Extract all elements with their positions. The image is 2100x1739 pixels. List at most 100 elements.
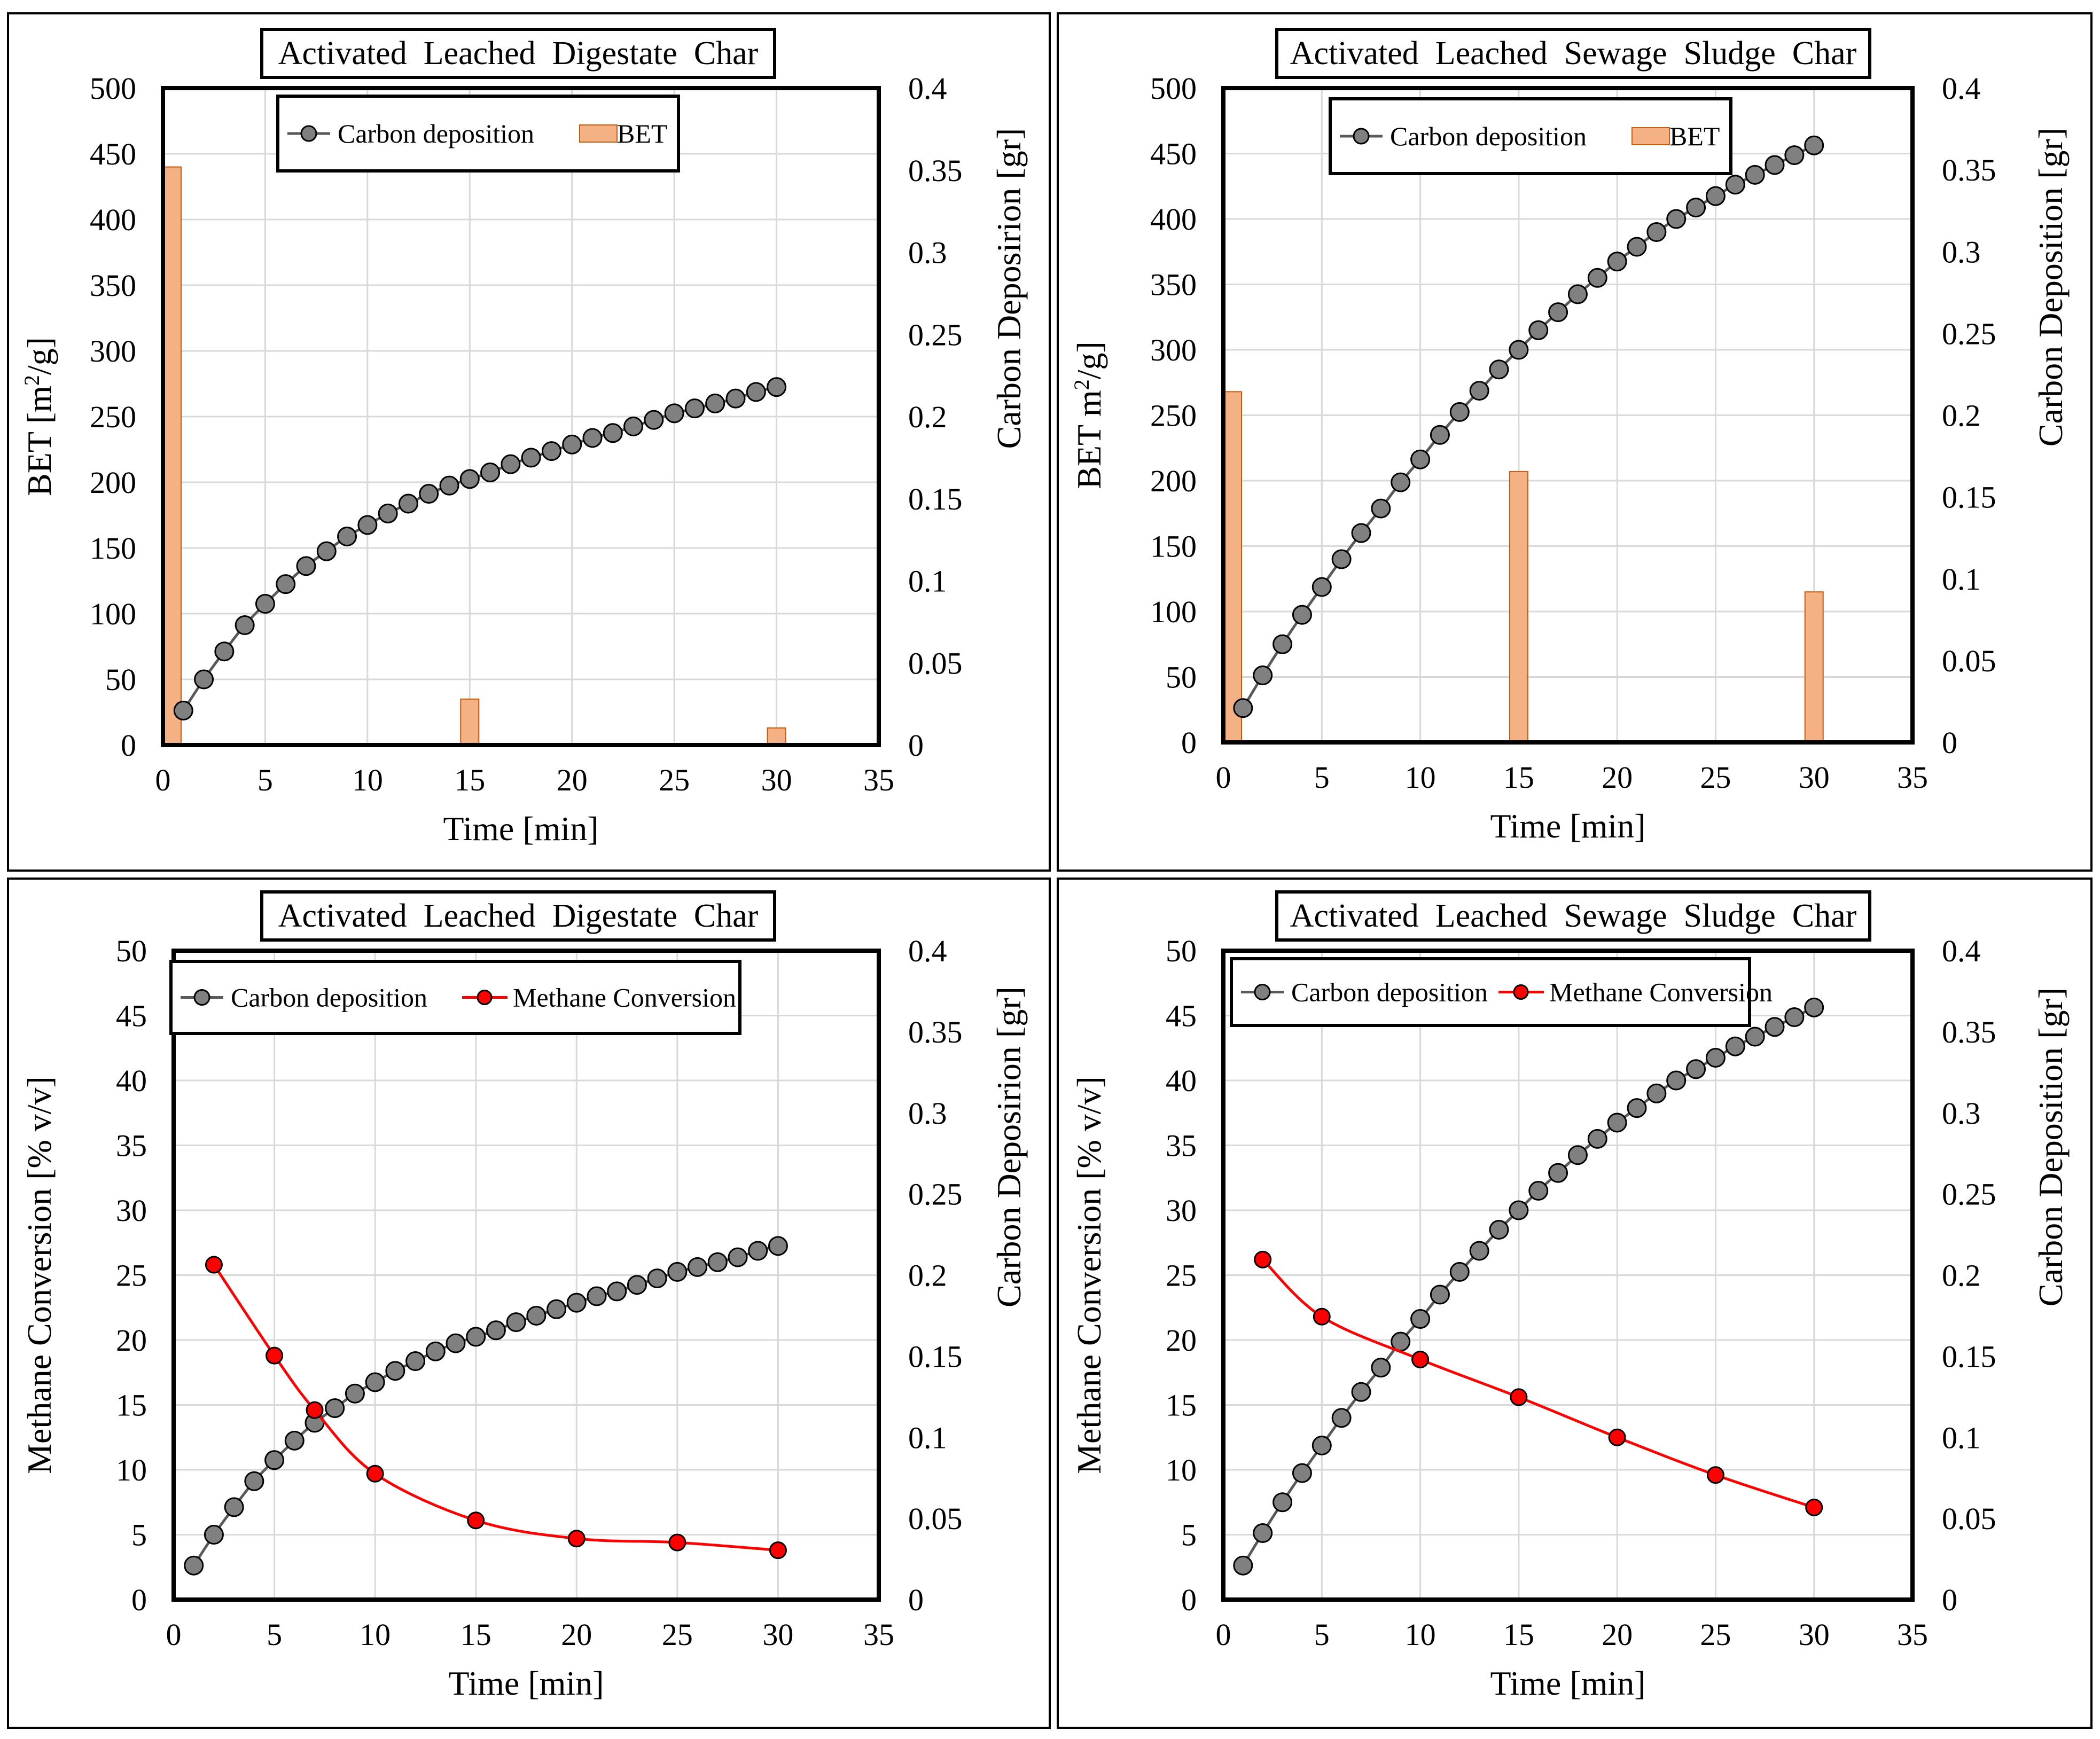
legend-methane-marker (1513, 984, 1529, 1000)
left-y-tick-label: 40 (1166, 1063, 1197, 1098)
bet-bars (162, 166, 786, 746)
carbon-deposition-point (1253, 665, 1273, 685)
carbon-deposition-point (1430, 425, 1450, 445)
left-y-tick-label: 10 (1166, 1453, 1197, 1487)
carbon-deposition-point (1528, 1181, 1549, 1201)
carbon-deposition-point (587, 1286, 607, 1306)
right-y-tick-label: 0.2 (1942, 1258, 1981, 1293)
right-y-tick-label: 0.2 (908, 1258, 947, 1293)
carbon-deposition-point (767, 377, 787, 397)
left-y-axis-title: BET m2/g] (1069, 341, 1108, 489)
x-tick-label: 10 (1405, 760, 1436, 795)
bet-bar (1509, 471, 1528, 743)
legend-label-carbon-deposition: Carbon deposition (338, 119, 534, 148)
carbon-deposition-point (244, 1471, 264, 1491)
x-tick-label: 10 (360, 1617, 391, 1652)
carbon-deposition-point (1509, 1200, 1529, 1220)
carbon-deposition-point (1587, 268, 1607, 288)
left-y-axis-title: Methane Conversion [% v/v] (20, 1076, 58, 1474)
chart-title: Activated Leached Sewage Sludge Char (1290, 35, 1857, 72)
carbon-deposition-point (466, 1327, 486, 1347)
left-y-tick-label: 400 (1150, 202, 1197, 237)
carbon-deposition-point (1705, 1047, 1726, 1068)
carbon-deposition-point (1646, 1083, 1667, 1103)
chart-panel-1: 0 5 10 15 20 25 30 3505010015020025030035040045… (7, 12, 1051, 872)
chart-title: Activated Leached Sewage Sludge Char (1290, 898, 1857, 934)
right-y-tick-label: 0.4 (1942, 934, 1981, 968)
carbon-deposition-point (501, 454, 521, 474)
carbon-deposition-point (1509, 340, 1529, 360)
carbon-deposition-point (194, 669, 214, 690)
carbon-deposition-point (1410, 449, 1431, 469)
x-tick-label: 5 (1314, 760, 1330, 795)
carbon-deposition-point (316, 541, 337, 561)
carbon-deposition-point (1804, 135, 1824, 155)
carbon-deposition-point (1765, 1017, 1785, 1037)
legend-label-carbon-deposition: Carbon deposition (1291, 977, 1488, 1007)
legend: Carbon deposition BET (1329, 97, 1732, 175)
x-tick-label: 20 (561, 1617, 592, 1652)
methane-conversion-series (205, 1256, 787, 1560)
carbon-deposition-point (365, 1372, 385, 1392)
carbon-deposition-point (1548, 302, 1568, 323)
right-y-tick-label: 0.05 (1942, 644, 1996, 678)
carbon-deposition-point (1391, 472, 1411, 492)
x-tick-label: 5 (1314, 1617, 1330, 1652)
carbon-deposition-point (1528, 320, 1549, 340)
right-y-axis-title: Carbon Deposition [gr] (2032, 128, 2070, 446)
chart-title-box (1275, 28, 1871, 79)
right-y-tick-label: 0.25 (1942, 1177, 1996, 1212)
carbon-deposition-point (1567, 284, 1588, 304)
carbon-deposition-point (1351, 1382, 1371, 1402)
right-y-tick-label: 0.1 (908, 1420, 947, 1455)
methane-conversion-point (1411, 1350, 1430, 1368)
x-tick-label: 30 (762, 1617, 793, 1652)
chart-title-box (1275, 890, 1871, 942)
carbon-deposition-point (1311, 577, 1332, 597)
legend: Carbon deposition Methane Conversion (169, 960, 741, 1035)
right-y-tick-label: 0.1 (1942, 1420, 1981, 1455)
left-y-tick-label: 0 (1181, 1583, 1197, 1617)
left-y-tick-label: 0 (1181, 725, 1197, 760)
carbon-deposition-point (1292, 1463, 1312, 1483)
panel-border (7, 12, 1051, 872)
carbon-deposition-point (547, 1299, 567, 1319)
carbon-deposition-point (1666, 1070, 1687, 1091)
carbon-deposition-point (1745, 1027, 1765, 1047)
carbon-deposition-point (1273, 1492, 1293, 1513)
chart-title: Activated Leached Digestate Char (278, 35, 759, 72)
right-y-tick-label: 0.15 (908, 1339, 963, 1374)
carbon-deposition-point (1410, 1309, 1431, 1329)
legend-label-bet: BET (1669, 121, 1720, 151)
x-axis-title: Time [min] (1490, 1664, 1646, 1702)
right-y-tick-label: 0.35 (908, 153, 963, 188)
carbon-deposition-point (439, 475, 459, 496)
bet-bar (1804, 591, 1824, 743)
bet-bars (1223, 391, 1824, 743)
carbon-deposition-point (1430, 1284, 1450, 1305)
carbon-deposition-line (192, 1244, 779, 1566)
bet-bar (162, 166, 182, 746)
plot-area-frame (161, 86, 881, 747)
legend-carbon-marker (1353, 128, 1370, 145)
methane-conversion-point (205, 1256, 223, 1274)
left-y-tick-label: 450 (90, 137, 136, 171)
x-tick-label: 0 (1216, 760, 1231, 795)
carbon-deposition-point (1607, 1113, 1627, 1133)
methane-conversion-point (1805, 1498, 1823, 1516)
right-y-tick-label: 0.35 (908, 1015, 963, 1049)
right-y-tick-label: 0.05 (908, 646, 963, 680)
left-y-tick-label: 300 (1150, 333, 1197, 367)
x-tick-label: 35 (1897, 760, 1928, 795)
left-y-tick-label: 45 (116, 999, 147, 1033)
legend: Carbon deposition BET (276, 95, 680, 173)
carbon-deposition-point (1725, 175, 1745, 195)
carbon-deposition-point (425, 1341, 446, 1361)
left-y-tick-label: 40 (116, 1063, 147, 1098)
right-y-tick-label: 0.4 (908, 934, 947, 968)
bet-bar (460, 698, 480, 746)
carbon-deposition-point (623, 416, 644, 436)
carbon-deposition-point (603, 423, 623, 443)
right-y-tick-label: 0.3 (908, 236, 947, 270)
carbon-deposition-point (1725, 1036, 1745, 1056)
